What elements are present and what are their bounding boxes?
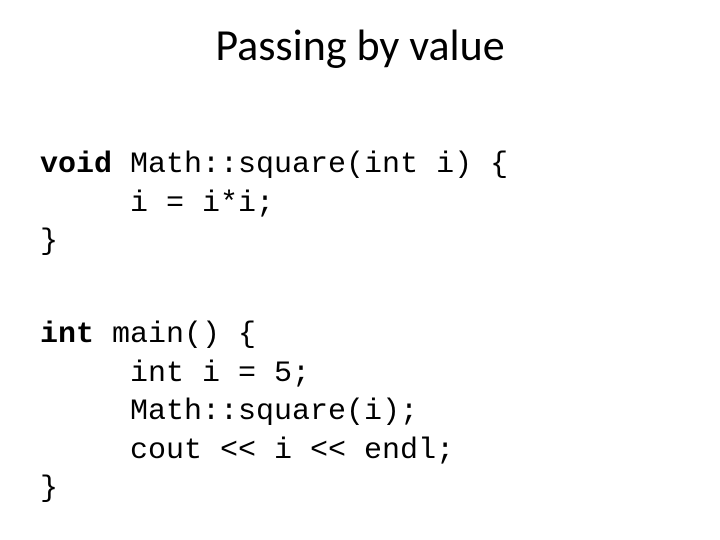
keyword-void: void xyxy=(40,148,112,182)
code-text: } xyxy=(40,472,58,506)
keyword-int: int xyxy=(40,318,94,352)
code-text: Math::square(i); xyxy=(130,395,418,429)
code-indent xyxy=(40,434,130,468)
code-text: Math::square(int i) { xyxy=(112,148,508,182)
code-text: cout << i << endl; xyxy=(130,434,454,468)
code-text: int i = 5; xyxy=(130,357,310,391)
code-indent xyxy=(40,395,130,429)
slide-title: Passing by value xyxy=(0,18,720,72)
code-text: } xyxy=(40,225,58,259)
code-indent xyxy=(40,187,130,221)
code-indent xyxy=(40,357,130,391)
code-text: i = i*i; xyxy=(130,187,274,221)
code-block-square: void Math::square(int i) { i = i*i; } xyxy=(40,108,508,262)
slide: Passing by value void Math::square(int i… xyxy=(0,0,720,540)
code-block-main: int main() { int i = 5; Math::square(i);… xyxy=(40,278,454,508)
code-text: main() { xyxy=(94,318,256,352)
